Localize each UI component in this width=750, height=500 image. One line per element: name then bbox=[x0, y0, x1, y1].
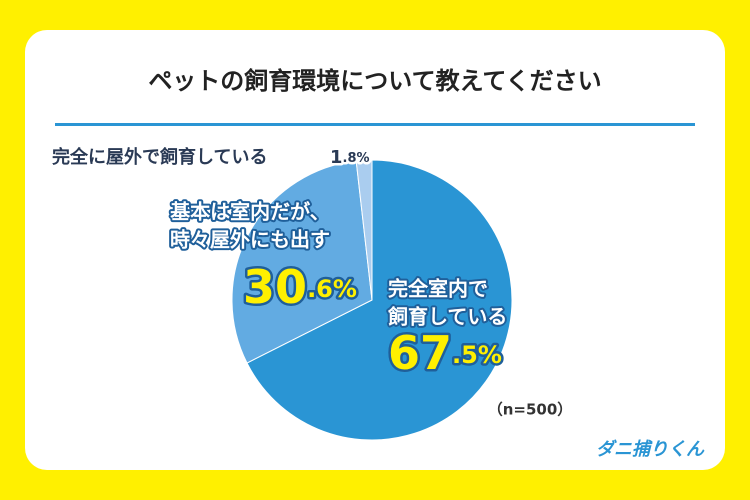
value-label: 67.5% bbox=[388, 326, 502, 380]
category-label: 完全に屋外で飼育している bbox=[52, 146, 267, 168]
pie-slice bbox=[231, 160, 373, 364]
brand-logo: ダニ捕りくん bbox=[596, 439, 705, 460]
pie-slice bbox=[355, 159, 373, 301]
sample-note: （n=500） bbox=[488, 401, 573, 419]
title-rule bbox=[55, 123, 695, 126]
category-label: 完全室内で bbox=[388, 277, 488, 301]
value-label: 30.6% bbox=[243, 260, 357, 314]
pie bbox=[231, 159, 513, 441]
value-label: 1.8% bbox=[330, 147, 370, 168]
category-label: 基本は室内だが、 bbox=[170, 200, 330, 224]
category-label: 飼育している bbox=[387, 305, 507, 329]
chart-title: ペットの飼育環境について教えてください bbox=[148, 67, 601, 95]
category-label: 時々屋外にも出す bbox=[170, 228, 330, 252]
pie-slice bbox=[246, 159, 513, 441]
